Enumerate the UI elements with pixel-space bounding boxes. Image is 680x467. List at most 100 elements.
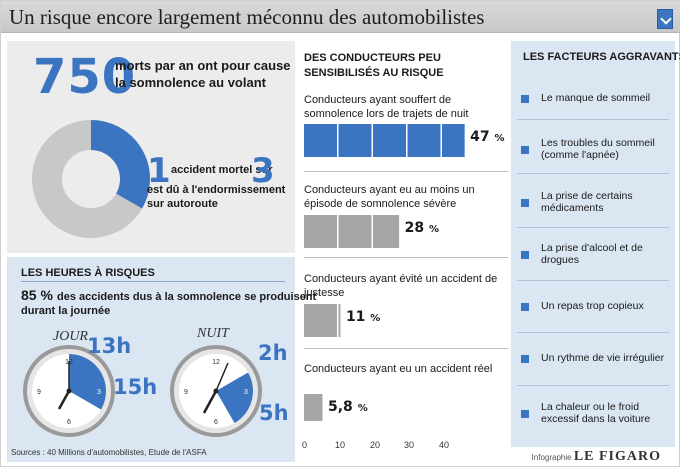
factor-text: La prise d'alcool et de drogues xyxy=(541,242,643,266)
axis-tick-40: 40 xyxy=(439,440,450,450)
factor-separator xyxy=(517,227,669,228)
day-clock-6: 6 xyxy=(67,419,71,426)
square-bullet-icon xyxy=(521,95,529,103)
bar-segment xyxy=(304,394,323,421)
day-clock-icon: 12 3 6 9 xyxy=(23,345,115,437)
day-clock-sector xyxy=(69,354,106,410)
axis-tick-0: 0 xyxy=(302,440,308,450)
credit: Infographie LE FIGARO xyxy=(532,449,661,465)
night-clock-minute-hand xyxy=(215,362,229,392)
bar-value-unit: % xyxy=(370,313,381,324)
bar-value-unit: % xyxy=(428,224,439,235)
deaths-number: 750 xyxy=(33,49,137,105)
donut-chart xyxy=(32,120,150,238)
day-clock-pivot xyxy=(66,388,72,394)
day-end-hour: 15h xyxy=(113,375,158,399)
bar-value-accident: 5,8 % xyxy=(328,399,368,415)
donut-line-two: est dû à l'endormissement sur autoroute xyxy=(147,184,286,210)
bar-value-number: 11 xyxy=(345,309,366,325)
bar-segment xyxy=(338,304,341,337)
donut-line-one: accident mortel sur xyxy=(171,164,273,176)
bar-night xyxy=(304,124,465,157)
bar-label-severe: Conducteurs ayant eu au moins un épisode… xyxy=(304,184,475,210)
bar-segment xyxy=(442,124,465,157)
bar-segment xyxy=(338,215,372,248)
day-label: JOUR xyxy=(53,329,88,344)
header-bar: Un risque encore largement méconnu des a… xyxy=(1,1,680,33)
bar-label-night: Conducteurs ayant souffert de somnolence… xyxy=(304,94,469,120)
bar-value-near-miss: 11 % xyxy=(346,309,380,325)
bar-separator xyxy=(304,348,508,349)
donut-highlight-arc xyxy=(90,120,150,209)
night-clock-3: 3 xyxy=(244,389,248,396)
factor-separator xyxy=(517,385,669,386)
day-clock-9: 9 xyxy=(37,389,41,396)
night-start-hour: 2h xyxy=(258,341,288,365)
bar-separator xyxy=(304,171,508,172)
night-clock-sector xyxy=(216,372,253,424)
bar-segment xyxy=(338,124,372,157)
bar-label-accident: Conducteurs ayant eu un accident réel xyxy=(304,363,493,375)
factor-text: Le manque de sommeil xyxy=(541,92,651,104)
bar-value-night: 47 % xyxy=(470,129,504,145)
square-bullet-icon xyxy=(521,355,529,363)
credit-prefix: Infographie xyxy=(531,453,572,462)
risk-percentage: 85 % xyxy=(21,287,53,303)
expand-icon[interactable] xyxy=(657,9,673,29)
square-bullet-icon xyxy=(521,199,529,207)
axis-tick-30: 30 xyxy=(404,440,415,450)
day-start-hour: 13h xyxy=(87,334,132,358)
deaths-text: morts par an ont pour cause la somnolenc… xyxy=(115,58,291,90)
square-bullet-icon xyxy=(521,303,529,311)
factor-text: La prise de certains médicaments xyxy=(541,190,633,214)
factor-text: Un repas trop copieux xyxy=(541,300,644,312)
factor-separator xyxy=(517,280,669,281)
night-clock-12: 12 xyxy=(212,359,220,366)
bar-segment xyxy=(373,124,406,157)
bar-segment xyxy=(304,124,337,157)
night-clock-9: 9 xyxy=(184,389,188,396)
bar-value-number: 47 xyxy=(470,129,490,145)
bar-segment xyxy=(304,304,337,337)
factor-separator xyxy=(517,119,669,120)
bar-chart xyxy=(304,124,465,421)
factor-text: La chaleur ou le froid excessif dans la … xyxy=(541,401,651,425)
bar-value-number: 5,8 xyxy=(328,399,353,415)
donut-num-three: 3 xyxy=(251,151,275,191)
night-label: NUIT xyxy=(197,326,229,341)
square-bullet-icon xyxy=(521,251,529,259)
bar-accident xyxy=(304,394,323,421)
factors-panel xyxy=(511,41,675,447)
bar-segment xyxy=(373,215,400,248)
brand-logo: LE FIGARO xyxy=(573,449,661,464)
axis-tick-10: 10 xyxy=(335,440,346,450)
day-clock-hour-hand xyxy=(57,390,71,410)
bar-label-near-miss: Conducteurs ayant évité un accident de j… xyxy=(304,273,498,299)
axis-tick-20: 20 xyxy=(370,440,381,450)
bar-segment xyxy=(304,215,337,248)
factor-separator xyxy=(517,332,669,333)
chart-title: DES CONDUCTEURS PEU SENSIBILISÉS AU RISQ… xyxy=(304,52,444,79)
risk-divider xyxy=(21,281,285,282)
risk-hours-title: LES HEURES À RISQUES xyxy=(21,267,155,279)
night-clock-hour-hand xyxy=(202,390,218,414)
bar-value-unit: % xyxy=(357,403,368,414)
bar-value-unit: % xyxy=(494,133,505,144)
bar-separator xyxy=(304,257,508,258)
bar-near-miss xyxy=(304,304,341,337)
square-bullet-icon xyxy=(521,410,529,418)
night-end-hour: 5h xyxy=(259,401,289,425)
factor-text: Un rythme de vie irrégulier xyxy=(541,352,665,364)
page-title: Un risque encore largement méconnu des a… xyxy=(9,5,485,29)
night-clock-icon: 12 3 6 9 xyxy=(170,345,262,437)
donut-num-one: 1 xyxy=(147,151,171,191)
factor-separator xyxy=(517,173,669,174)
bar-severe xyxy=(304,215,400,248)
sources-note: Sources : 40 Millions d'automobilistes, … xyxy=(11,448,207,457)
factor-text: Les troubles du sommeil (comme l'apnée) xyxy=(541,137,655,161)
bar-value-number: 28 xyxy=(404,220,425,236)
factors-title: LES FACTEURS AGGRAVANTS xyxy=(523,51,680,63)
night-clock-6: 6 xyxy=(214,419,218,426)
bar-value-severe: 28 % xyxy=(405,220,439,236)
